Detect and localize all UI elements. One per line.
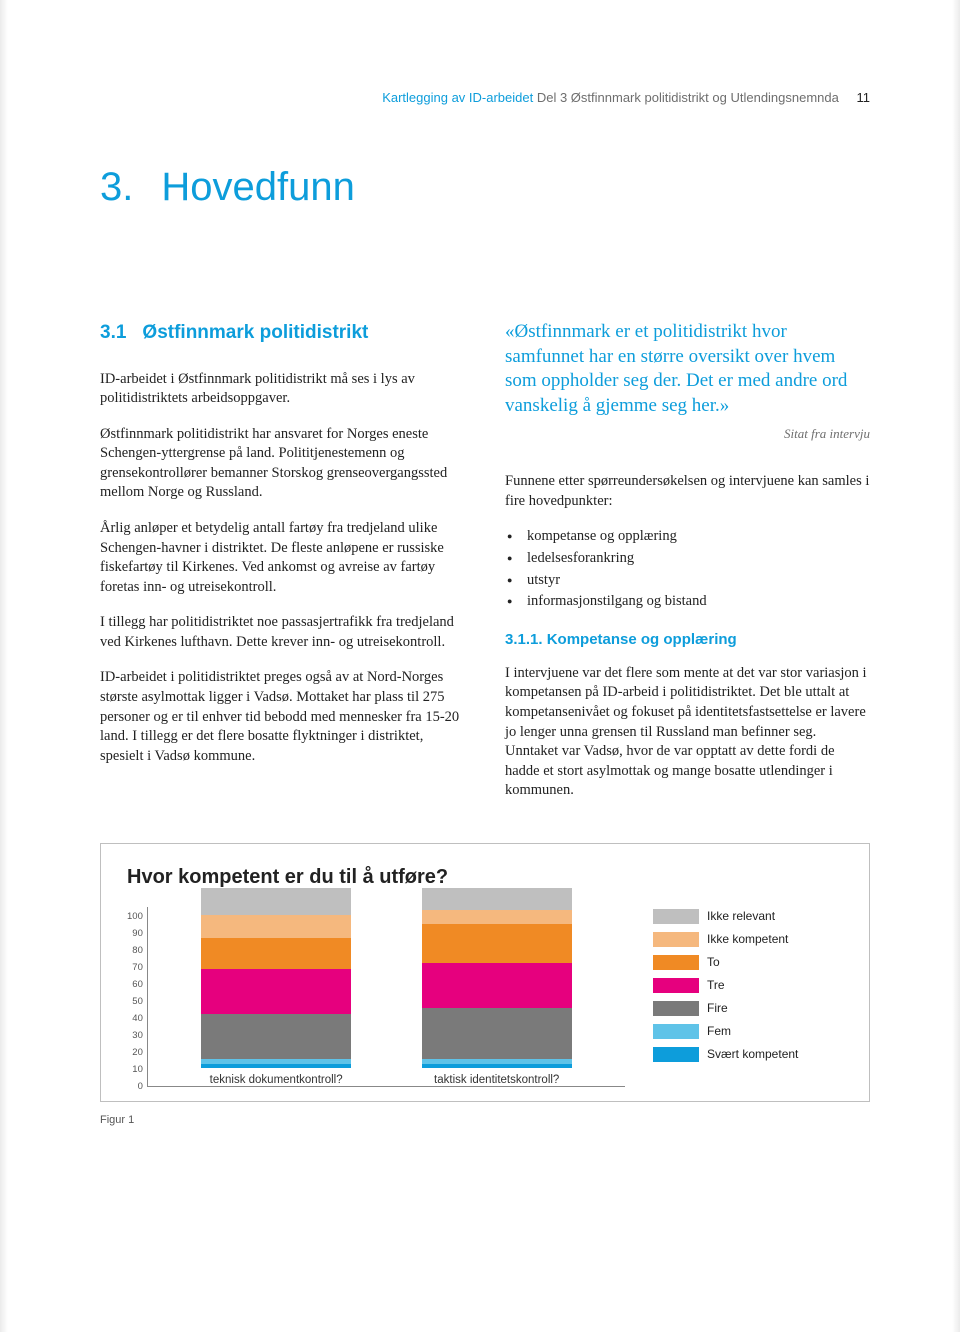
legend-label: Ikke relevant: [707, 909, 775, 923]
bar-segment: [422, 1064, 572, 1068]
bar-group: teknisk dokumentkontroll?: [201, 888, 351, 1086]
list-item: utstyr: [527, 571, 870, 591]
bar-group: taktisk identitetskontroll?: [422, 888, 572, 1086]
y-tick: 70: [127, 963, 143, 973]
page-number: 11: [857, 90, 871, 105]
legend-swatch: [653, 932, 699, 947]
quote-source: Sitat fra intervju: [505, 425, 870, 443]
bar-segment: [422, 888, 572, 910]
running-head: Kartlegging av ID-arbeidet Del 3 Østfinn…: [100, 90, 870, 105]
bar-segment: [201, 969, 351, 1014]
legend-label: Fem: [707, 1024, 731, 1038]
body-paragraph: Østfinnmark politidistrikt har ansvaret …: [100, 425, 465, 503]
x-label: taktisk identitetskontroll?: [434, 1074, 559, 1086]
bar-segment: [201, 1064, 351, 1068]
legend-label: Svært kompetent: [707, 1047, 798, 1061]
bullet-list: kompetanse og opplæring ledelsesforankri…: [505, 527, 870, 611]
chapter-number: 3.: [100, 165, 133, 209]
chapter-heading: 3. Hovedfunn: [100, 165, 870, 210]
bar-stack: [422, 888, 572, 1068]
x-label: teknisk dokumentkontroll?: [210, 1074, 343, 1086]
y-tick: 40: [127, 1014, 143, 1024]
pull-quote: «Østfinnmark er et politidistrikt hvor s…: [505, 320, 870, 419]
legend-row: Ikke kompetent: [653, 932, 843, 947]
y-tick: 80: [127, 946, 143, 956]
body-paragraph: I intervjuene var det flere som mente at…: [505, 664, 870, 801]
bar-segment: [201, 888, 351, 915]
list-item: ledelsesforankring: [527, 549, 870, 569]
running-head-subtitle: Del 3 Østfinnmark politidistrikt og Utle…: [537, 90, 839, 105]
section-number: 3.1: [100, 322, 126, 343]
body-paragraph: Funnene etter spørreundersøkelsen og int…: [505, 472, 870, 511]
chart-legend: Ikke relevant Ikke kompetent To Tre Fire Fem S…: [653, 907, 843, 1087]
legend-swatch: [653, 955, 699, 970]
y-tick: 60: [127, 980, 143, 990]
bar-segment: [422, 910, 572, 924]
section-title: Østfinnmark politidistrikt: [142, 322, 368, 343]
figure-caption: Figur 1: [100, 1114, 870, 1126]
y-tick: 0: [127, 1082, 143, 1092]
bar-segment: [422, 963, 572, 1008]
body-paragraph: I tillegg har politidistriktet noe passa…: [100, 613, 465, 652]
legend-row: To: [653, 955, 843, 970]
y-tick: 30: [127, 1031, 143, 1041]
bar-segment: [201, 915, 351, 938]
chart-plot: 0102030405060708090100 teknisk dokumentk…: [127, 907, 625, 1087]
bar-segment: [422, 1008, 572, 1058]
legend-row: Tre: [653, 978, 843, 993]
legend-row: Svært kompetent: [653, 1047, 843, 1062]
chart-area: 0102030405060708090100 teknisk dokumentk…: [127, 907, 843, 1087]
figure-1: Hvor kompetent er du til å utføre? 0 10 20…: [100, 843, 870, 1102]
left-column: 3.1 Østfinnmark politidistrikt ID-arbeide…: [100, 320, 465, 817]
bar-segment: [201, 1014, 351, 1059]
y-axis: 0102030405060708090100: [127, 907, 147, 1087]
legend-row: Ikke relevant: [653, 909, 843, 924]
y-tick: 20: [127, 1048, 143, 1058]
bar-stack: [201, 888, 351, 1068]
legend-swatch: [653, 1047, 699, 1062]
legend-label: Tre: [707, 978, 725, 992]
y-tick: 50: [127, 997, 143, 1007]
legend-swatch: [653, 1001, 699, 1016]
section-heading: 3.1 Østfinnmark politidistrikt: [100, 320, 465, 346]
legend-swatch: [653, 978, 699, 993]
right-column: «Østfinnmark er et politidistrikt hvor s…: [505, 320, 870, 817]
chart-title: Hvor kompetent er du til å utføre?: [127, 866, 843, 889]
legend-row: Fire: [653, 1001, 843, 1016]
list-item: kompetanse og opplæring: [527, 527, 870, 547]
legend-label: Ikke kompetent: [707, 932, 788, 946]
chapter-title: Hovedfunn: [161, 165, 354, 209]
legend-swatch: [653, 1024, 699, 1039]
subsection-heading: 3.1.1. Kompetanse og opplæring: [505, 630, 870, 650]
bar-segment: [201, 938, 351, 969]
list-item: informasjonstilgang og bistand: [527, 592, 870, 612]
legend-label: Fire: [707, 1001, 728, 1015]
body-paragraph: ID-arbeidet i politidistriktet preges og…: [100, 668, 465, 766]
running-head-title: Kartlegging av ID-arbeidet: [382, 90, 533, 105]
body-paragraph: Årlig anløper et betydelig antall fartøy…: [100, 519, 465, 597]
bar-segment: [422, 924, 572, 964]
legend-row: Fem: [653, 1024, 843, 1039]
y-tick: 10: [127, 1065, 143, 1075]
legend-label: To: [707, 955, 720, 969]
y-tick: 90: [127, 929, 143, 939]
y-tick: 100: [127, 912, 143, 922]
legend-swatch: [653, 909, 699, 924]
bars-zone: teknisk dokumentkontroll? taktisk identit…: [147, 907, 625, 1087]
body-paragraph: ID-arbeidet i Østfinnmark politidistrikt…: [100, 370, 465, 409]
